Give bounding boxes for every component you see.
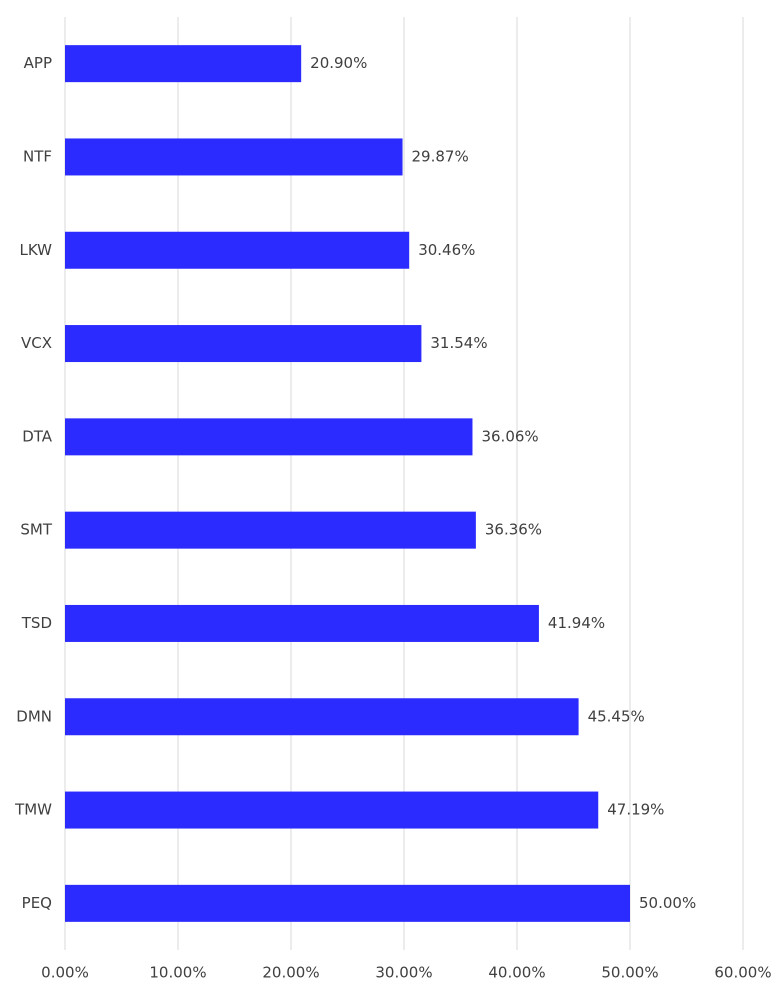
bar xyxy=(65,698,579,736)
bar xyxy=(65,45,302,83)
value-label: 36.06% xyxy=(481,427,538,445)
value-label: 31.54% xyxy=(430,334,487,352)
bar xyxy=(65,604,539,642)
y-tick-label: DMN xyxy=(16,707,52,725)
bar xyxy=(65,231,410,269)
bar xyxy=(65,791,599,829)
value-label: 50.00% xyxy=(639,894,696,912)
value-label: 20.90% xyxy=(310,54,367,72)
x-tick-label: 40.00% xyxy=(488,964,545,982)
y-tick-label: PEQ xyxy=(22,894,52,912)
x-tick-label: 60.00% xyxy=(714,964,771,982)
x-tick-label: 30.00% xyxy=(375,964,432,982)
bar xyxy=(65,138,403,176)
x-tick-label: 50.00% xyxy=(601,964,658,982)
bar xyxy=(65,511,476,549)
value-label: 41.94% xyxy=(548,614,605,632)
y-tick-label: DTA xyxy=(22,427,53,445)
y-tick-label: SMT xyxy=(20,521,52,539)
value-label: 30.46% xyxy=(418,241,475,259)
bar xyxy=(65,325,422,363)
value-label: 36.36% xyxy=(485,521,542,539)
x-tick-label: 10.00% xyxy=(149,964,206,982)
y-tick-label: APP xyxy=(24,54,52,72)
y-tick-label: TSD xyxy=(21,614,52,632)
y-tick-label: LKW xyxy=(20,241,53,259)
x-tick-label: 20.00% xyxy=(262,964,319,982)
y-tick-label: VCX xyxy=(21,334,52,352)
value-label: 47.19% xyxy=(607,801,664,819)
value-label: 45.45% xyxy=(588,707,645,725)
bar xyxy=(65,418,473,456)
value-label: 29.87% xyxy=(412,147,469,165)
y-tick-label: NTF xyxy=(23,147,52,165)
x-tick-label: 0.00% xyxy=(41,964,89,982)
y-tick-label: TMW xyxy=(14,801,52,819)
bar xyxy=(65,884,630,922)
